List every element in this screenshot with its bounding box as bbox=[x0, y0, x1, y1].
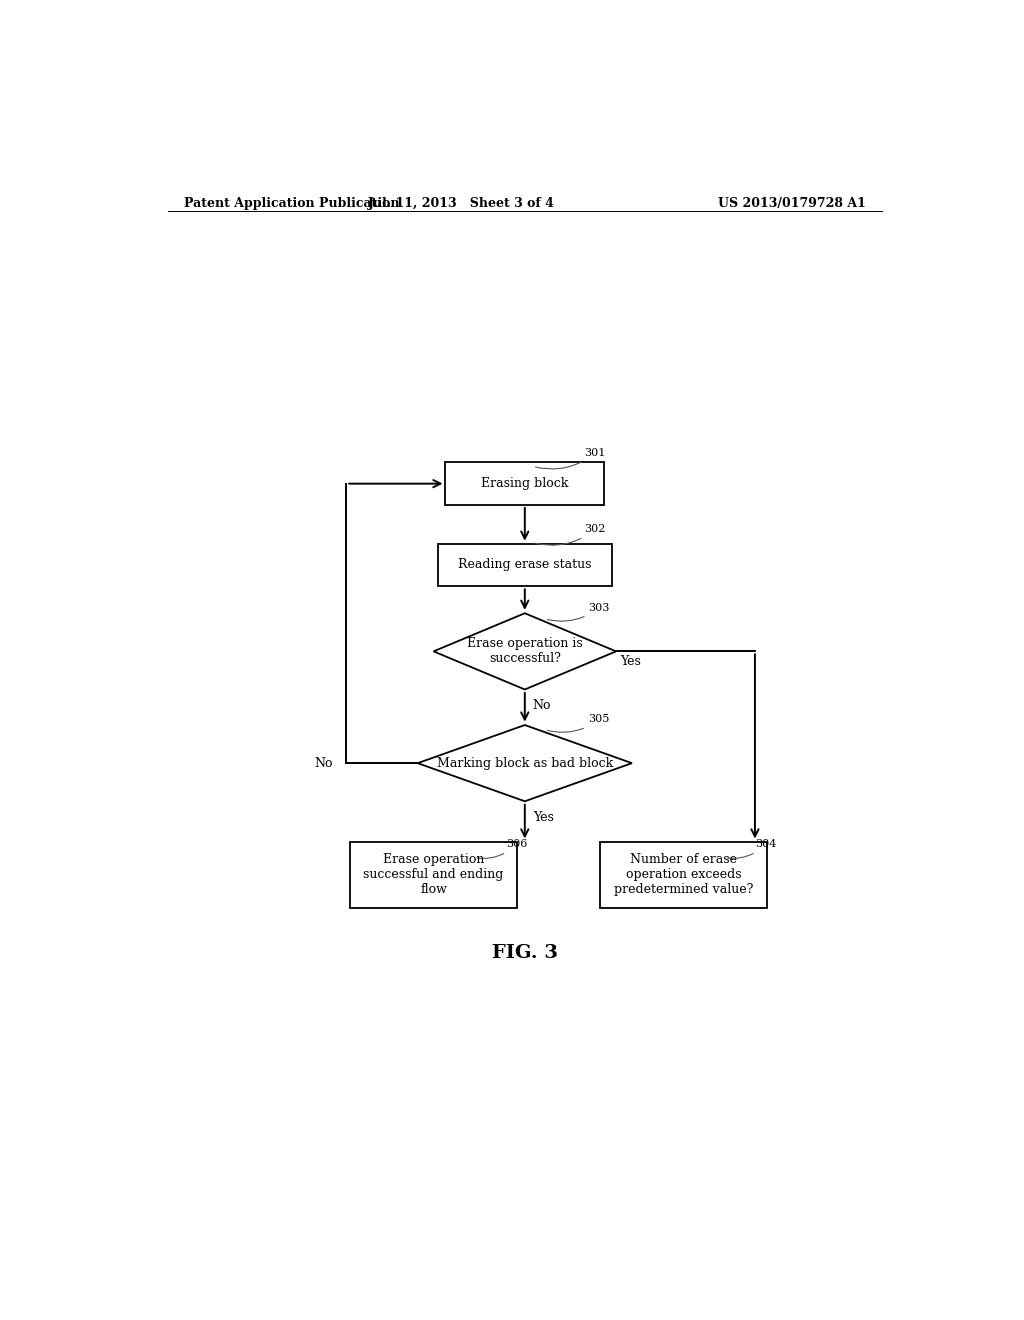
Text: Erase operation
successful and ending
flow: Erase operation successful and ending fl… bbox=[364, 854, 504, 896]
Text: FIG. 3: FIG. 3 bbox=[492, 944, 558, 962]
Text: 301: 301 bbox=[536, 449, 605, 469]
Text: No: No bbox=[532, 698, 551, 711]
Text: Yes: Yes bbox=[532, 810, 554, 824]
FancyBboxPatch shape bbox=[600, 842, 767, 908]
FancyBboxPatch shape bbox=[437, 544, 612, 586]
FancyBboxPatch shape bbox=[445, 462, 604, 506]
Text: Erase operation is
successful?: Erase operation is successful? bbox=[467, 638, 583, 665]
Text: Number of erase
operation exceeds
predetermined value?: Number of erase operation exceeds predet… bbox=[613, 854, 754, 896]
Text: Patent Application Publication: Patent Application Publication bbox=[183, 197, 399, 210]
Text: 303: 303 bbox=[548, 603, 609, 622]
Text: Reading erase status: Reading erase status bbox=[458, 558, 592, 572]
Polygon shape bbox=[433, 614, 616, 689]
Polygon shape bbox=[418, 725, 632, 801]
Text: Yes: Yes bbox=[620, 655, 641, 668]
Text: US 2013/0179728 A1: US 2013/0179728 A1 bbox=[718, 197, 866, 210]
Text: 306: 306 bbox=[477, 840, 527, 858]
Text: 302: 302 bbox=[536, 524, 605, 545]
FancyBboxPatch shape bbox=[350, 842, 517, 908]
Text: Marking block as bad block: Marking block as bad block bbox=[436, 756, 613, 770]
Text: No: No bbox=[314, 756, 333, 770]
Text: Jul. 11, 2013   Sheet 3 of 4: Jul. 11, 2013 Sheet 3 of 4 bbox=[368, 197, 555, 210]
Text: 305: 305 bbox=[547, 714, 609, 733]
Text: 304: 304 bbox=[727, 840, 776, 858]
Text: Erasing block: Erasing block bbox=[481, 477, 568, 490]
